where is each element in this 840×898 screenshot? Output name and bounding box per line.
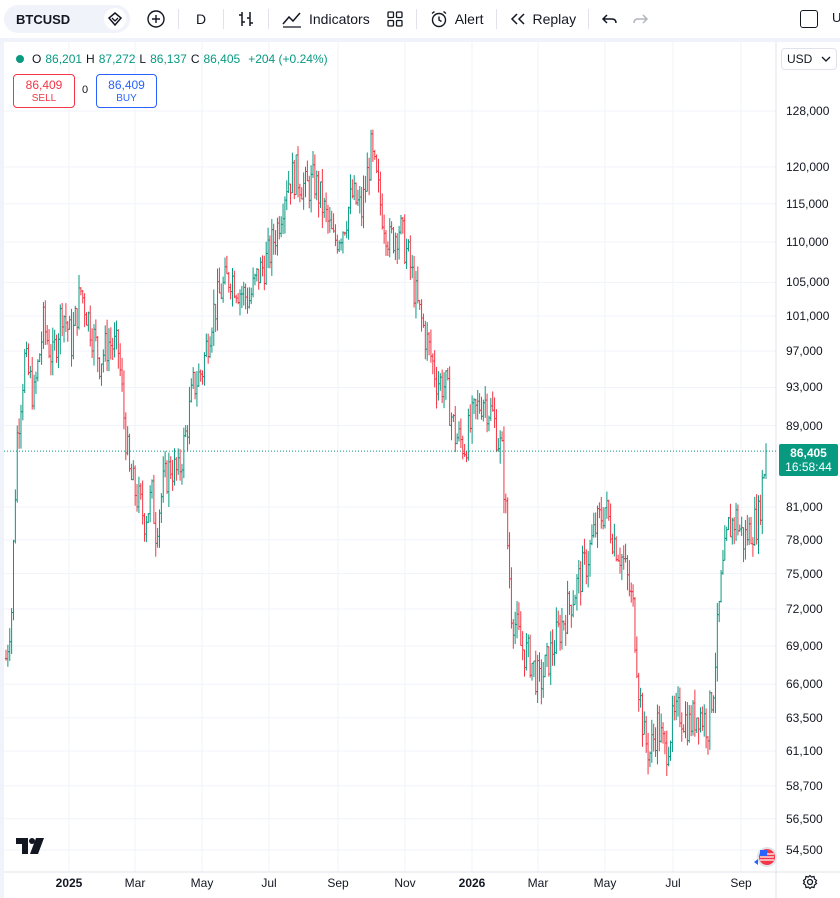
symbol-label: BTCUSD: [16, 11, 71, 27]
x-axis-label: Jul: [261, 876, 277, 890]
alarm-clock-icon: [431, 10, 447, 28]
compare-add-button[interactable]: [140, 5, 172, 33]
y-axis-label: 72,000: [786, 601, 823, 616]
top-toolbar: BTCUSD D Indicators Alert Replay: [0, 0, 840, 38]
undo-icon: [602, 14, 617, 24]
y-axis-label: 128,000: [786, 104, 830, 118]
divider: [588, 9, 590, 29]
y-axis-label: 89,000: [786, 418, 823, 433]
interval-button[interactable]: D: [185, 5, 217, 33]
x-axis-label: 2026: [458, 876, 486, 890]
x-axis-label: Jul: [665, 876, 681, 890]
sell-label: SELL: [31, 93, 57, 104]
currency-select[interactable]: USD: [781, 48, 837, 70]
x-axis-label: Mar: [527, 876, 549, 890]
settings-gear-icon[interactable]: [802, 874, 818, 895]
low-value: 86,137: [150, 52, 187, 66]
buy-label: BUY: [116, 93, 137, 104]
y-axis-label: 56,500: [786, 811, 823, 826]
change-value: +204 (+0.24%): [248, 52, 328, 66]
spread-value: 0: [82, 84, 89, 96]
last-price: 86,405: [790, 446, 827, 460]
last-price-tag: 86,405 16:58:44: [779, 444, 838, 476]
y-axis-label: 63,500: [786, 710, 823, 725]
chevron-down-icon: [821, 56, 831, 62]
divider: [223, 9, 224, 29]
y-axis-label: 69,000: [786, 638, 823, 653]
buy-price: 86,409: [108, 78, 145, 92]
redo-button[interactable]: [625, 5, 655, 33]
replay-label: Replay: [532, 11, 577, 27]
buy-button[interactable]: 86,409 BUY: [96, 74, 157, 108]
chart-pane[interactable]: [4, 42, 840, 898]
plus-circle-icon: [147, 10, 165, 28]
y-axis-label: 81,000: [786, 500, 823, 515]
x-axis-label: Sep: [730, 876, 752, 890]
x-axis-label: Sep: [327, 876, 349, 890]
x-axis-label: May: [593, 876, 617, 890]
replay-button[interactable]: Replay: [503, 5, 583, 33]
indicators-button[interactable]: Indicators: [275, 5, 376, 33]
close-value: 86,405: [203, 52, 241, 66]
open-label: O: [32, 52, 42, 66]
symbol-search-button[interactable]: BTCUSD: [4, 5, 130, 33]
tradingview-logo[interactable]: [16, 838, 46, 859]
low-label: L: [139, 52, 147, 66]
divider: [415, 9, 417, 29]
rewind-icon: [510, 13, 525, 25]
interval-label: D: [195, 11, 207, 27]
x-axis-label: Mar: [124, 876, 146, 890]
x-axis-label: 2025: [55, 876, 83, 890]
ohlc-legend: O 86,201 H 87,272 L 86,137 C 86,405 +204 (+0…: [16, 52, 328, 66]
high-value: 87,272: [98, 52, 136, 66]
y-axis-label: 97,000: [786, 344, 823, 359]
fullscreen-checkbox[interactable]: [800, 10, 818, 28]
sell-price: 86,409: [25, 78, 63, 92]
y-axis-label: 54,500: [786, 843, 823, 857]
divider: [268, 9, 269, 29]
y-axis-label: 78,000: [786, 532, 823, 547]
alert-button[interactable]: Alert: [423, 5, 490, 33]
redo-icon: [633, 14, 649, 24]
account-initial[interactable]: U: [832, 10, 840, 25]
bar-countdown: 16:58:44: [785, 460, 832, 474]
price-chart[interactable]: [4, 42, 840, 898]
indicators-label: Indicators: [309, 11, 370, 27]
divider: [178, 9, 179, 29]
indicators-icon: [282, 12, 301, 28]
symbol-badge-icon[interactable]: [104, 8, 126, 30]
y-axis-label: 115,000: [786, 196, 829, 211]
y-axis-label: 105,000: [786, 275, 830, 290]
close-label: C: [190, 52, 200, 66]
bars-chart-icon: [239, 12, 253, 26]
y-axis-label: 101,000: [786, 309, 830, 324]
sell-button[interactable]: 86,409 SELL: [13, 74, 75, 108]
layout-templates-button[interactable]: [380, 5, 410, 33]
market-status-icon: [16, 55, 24, 63]
high-label: H: [86, 52, 95, 66]
alert-label: Alert: [454, 11, 484, 27]
chart-type-button[interactable]: [230, 5, 262, 33]
grid-icon: [387, 11, 403, 27]
y-axis-label: 75,000: [786, 566, 823, 581]
open-value: 86,201: [45, 52, 83, 66]
events-flag-icon[interactable]: [754, 846, 778, 873]
divider: [495, 9, 497, 29]
y-axis-label: 61,100: [786, 744, 823, 759]
currency-label: USD: [787, 52, 813, 66]
y-axis-label: 66,000: [786, 677, 823, 692]
x-axis-label: May: [190, 876, 214, 890]
undo-button[interactable]: [595, 5, 625, 33]
y-axis-label: 93,000: [786, 380, 823, 395]
y-axis-label: 120,000: [786, 159, 830, 174]
y-axis-label: 110,000: [786, 235, 829, 250]
y-axis-label: 58,700: [786, 778, 823, 793]
x-axis-label: Nov: [394, 876, 416, 890]
